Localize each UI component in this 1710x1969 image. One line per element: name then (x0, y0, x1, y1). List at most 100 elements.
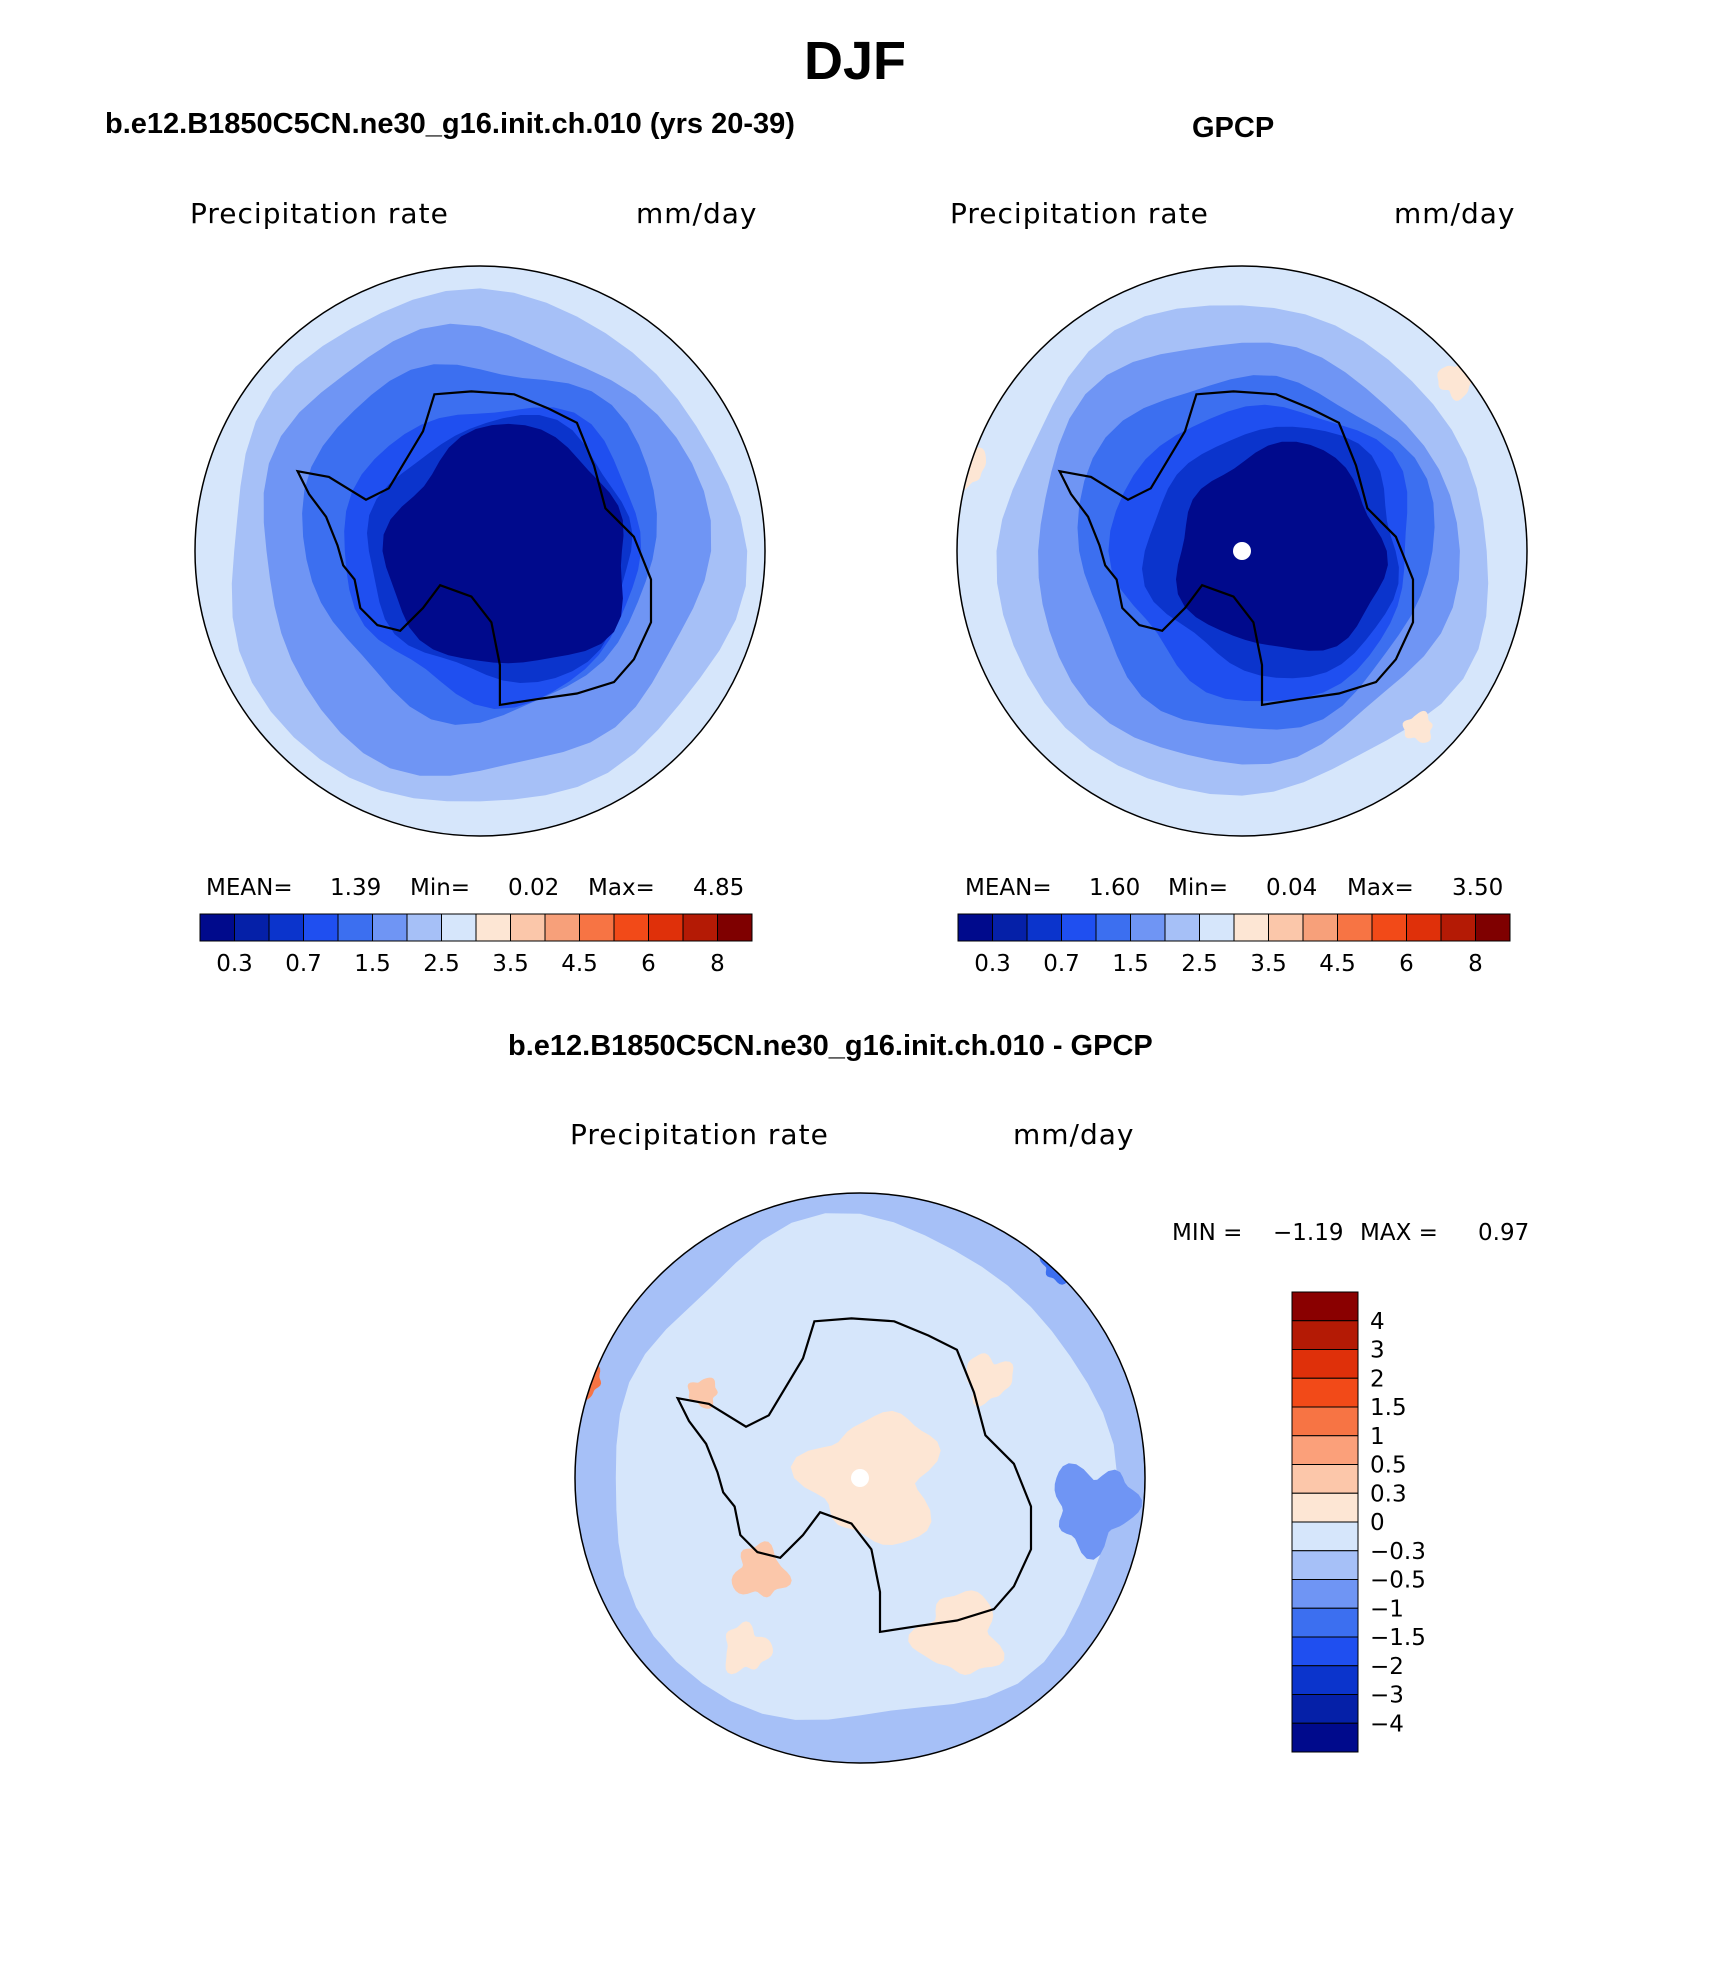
colorbar-swatch (406, 913, 442, 942)
colorbar-swatch (648, 913, 684, 942)
colorbar-swatch (1233, 913, 1269, 942)
panel-3-colorbar: 4 32 1.5 1 0.50.3 0 −0.3 −0.5−1 −1.5 −2 −3−4 (1291, 1291, 1426, 1753)
panel-1-variable: Precipitation rate (190, 197, 449, 230)
panel-1-min-value: 0.02 (508, 875, 560, 901)
contour-band (957, 445, 986, 491)
colorbar-tick-label: −0.3 (1370, 1539, 1426, 1565)
panel-3-max-label: MAX = (1360, 1220, 1438, 1246)
colorbar-swatch (268, 913, 304, 942)
contour-band (382, 423, 624, 664)
colorbar-swatch (613, 913, 649, 942)
colorbar-tick-label: 0.3 (1370, 1481, 1407, 1507)
panel-2-title: GPCP (1192, 112, 1275, 144)
panel-1-max-label: Max= (588, 875, 655, 901)
contour-band (615, 1213, 1118, 1720)
colorbar-swatch (1026, 913, 1062, 942)
contour-band (575, 1193, 1145, 1763)
contour-band (302, 364, 657, 725)
colorbar-tick-label: 6 (641, 951, 656, 977)
contour-band (1054, 1463, 1142, 1560)
panel-2-mean-value: 1.60 (1089, 875, 1141, 901)
colorbar-tick-label: −1 (1370, 1596, 1404, 1622)
colorbar-swatch (1302, 913, 1338, 942)
panel-2-variable: Precipitation rate (950, 197, 1209, 230)
colorbar-tick-label: 8 (710, 951, 725, 977)
colorbar-swatch (1291, 1377, 1359, 1408)
contour-band (1077, 375, 1435, 730)
colorbar-tick-label: −0.5 (1370, 1568, 1426, 1594)
colorbar-tick-label: −4 (1370, 1711, 1404, 1737)
contour-band (1176, 441, 1388, 651)
coastline (295, 390, 653, 707)
panel-2-mean-label: MEAN= (965, 875, 1052, 901)
colorbar-swatch (544, 913, 580, 942)
contour-band (1039, 1246, 1080, 1285)
colorbar-tick-label: 2.5 (1181, 951, 1218, 977)
panel-3-min-value: −1.19 (1273, 1220, 1344, 1246)
contour-band (996, 305, 1489, 796)
colorbar-swatch (1199, 913, 1235, 942)
contour-band (195, 266, 765, 836)
contour-band (1142, 426, 1399, 679)
panel-1-units: mm/day (636, 197, 758, 230)
contour-band (687, 1377, 718, 1409)
colorbar-tick-label: 1 (1370, 1424, 1385, 1450)
contour-band (790, 1410, 941, 1545)
colorbar-swatch (957, 913, 993, 942)
colorbar-tick-label: 3.5 (1250, 951, 1287, 977)
colorbar-swatch (1475, 913, 1511, 942)
colorbar-swatch (1291, 1435, 1359, 1465)
panel-2-units: mm/day (1394, 197, 1516, 230)
colorbar-swatch (1291, 1291, 1359, 1322)
colorbar-swatch (1268, 913, 1304, 942)
panel-2-min-value: 0.04 (1266, 875, 1318, 901)
colorbar-swatch (441, 913, 477, 942)
contour-band (731, 1541, 792, 1598)
map-fill (957, 266, 1527, 836)
colorbar-tick-label: 0.3 (974, 951, 1011, 977)
map-fill (575, 1193, 1145, 1763)
contour-band (725, 1621, 773, 1675)
colorbar-swatch (992, 913, 1028, 942)
contour-band (692, 1303, 1035, 1654)
contour-band (195, 412, 222, 452)
colorbar-swatch (337, 913, 373, 942)
colorbar-tick-label: 2.5 (423, 951, 460, 977)
coastline (1057, 390, 1415, 707)
colorbar-tick-label: 4.5 (1319, 951, 1356, 977)
colorbar-swatch (1291, 1665, 1359, 1695)
colorbar-swatch (475, 913, 511, 942)
contour-band (575, 1365, 602, 1402)
colorbar-tick-label: 2 (1370, 1366, 1385, 1392)
colorbar-swatch (1440, 913, 1476, 942)
colorbar-swatch (1291, 1492, 1359, 1523)
pole-marker (1233, 542, 1251, 560)
panel-3-title: b.e12.B1850C5CN.ne30_g16.init.ch.010 - G… (508, 1030, 1153, 1062)
colorbar-swatch (1291, 1349, 1359, 1379)
colorbar-swatch (1406, 913, 1442, 942)
panel-1-min-label: Min= (410, 875, 471, 901)
panel-1-mean-label: MEAN= (206, 875, 293, 901)
colorbar-tick-label: 3.5 (492, 951, 529, 977)
colorbar-swatch (1291, 1550, 1359, 1580)
colorbar-swatch (717, 913, 753, 942)
colorbar-swatch (1291, 1579, 1359, 1609)
pole-marker (851, 1469, 869, 1487)
contour-band (263, 323, 712, 776)
colorbar-swatch (682, 913, 718, 942)
colorbar-tick-label: −3 (1370, 1683, 1404, 1709)
colorbar-swatch (199, 913, 235, 942)
colorbar-tick-label: 1.5 (354, 951, 391, 977)
colorbar-swatch (1291, 1464, 1359, 1494)
contour-band (908, 1590, 1005, 1675)
colorbar-tick-label: 0.7 (1043, 951, 1080, 977)
colorbar-swatch (1371, 913, 1407, 942)
colorbar-swatch (1291, 1722, 1359, 1753)
colorbar-swatch (510, 913, 546, 942)
colorbar-tick-label: 6 (1399, 951, 1414, 977)
colorbar-tick-label: 4.5 (561, 951, 598, 977)
panel-2-colorbar: 0.3 0.7 1.5 2.5 3.5 4.5 6 8 (957, 913, 1511, 977)
contour-band (1038, 342, 1460, 765)
